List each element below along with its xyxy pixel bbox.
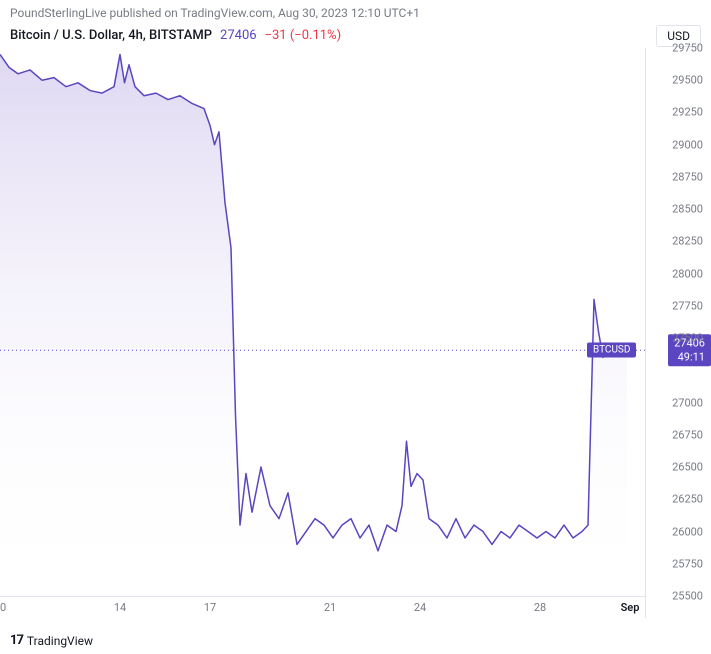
y-tick-label: 28500 bbox=[672, 203, 703, 216]
y-tick-label: 26000 bbox=[672, 525, 703, 538]
x-tick-label: 24 bbox=[414, 601, 426, 614]
y-axis: 27406 49:11 2550025750260002625026500267… bbox=[645, 48, 711, 618]
x-tick-label: 28 bbox=[534, 601, 546, 614]
tradingview-icon: 17 bbox=[10, 633, 23, 648]
x-tick-label: 10 bbox=[0, 601, 6, 614]
tradingview-text: TradingView bbox=[27, 634, 93, 648]
y-tick-label: 25500 bbox=[672, 590, 703, 603]
x-tick-label: 21 bbox=[324, 601, 336, 614]
chart-svg bbox=[0, 48, 645, 596]
y-tick-label: 26750 bbox=[672, 428, 703, 441]
y-tick-label: 27750 bbox=[672, 299, 703, 312]
x-axis: 10 14 17 21 24 28 Sep bbox=[0, 596, 645, 618]
x-tick-label: 14 bbox=[114, 601, 126, 614]
y-tick-label: 25750 bbox=[672, 557, 703, 570]
x-tick-label: 17 bbox=[204, 601, 216, 614]
y-tick-label: 28750 bbox=[672, 170, 703, 183]
y-tick-label: 26250 bbox=[672, 493, 703, 506]
price-change: −31 (−0.11%) bbox=[265, 28, 342, 43]
y-tick-label: 27500 bbox=[672, 332, 703, 345]
series-fill bbox=[0, 54, 627, 596]
y-tick-label: 28000 bbox=[672, 267, 703, 280]
y-tick-label: 27000 bbox=[672, 396, 703, 409]
last-price: 27406 bbox=[220, 28, 257, 43]
chart-area[interactable]: BTCUSD 101417212428Sep 27406 49:11 25500… bbox=[0, 48, 711, 618]
symbol-info-row: Bitcoin / U.S. Dollar, 4h, BITSTAMP 2740… bbox=[10, 28, 341, 43]
y-tick-label: 28250 bbox=[672, 235, 703, 248]
y-tick-label: 26500 bbox=[672, 461, 703, 474]
publisher-text: PoundSterlingLive published on TradingVi… bbox=[10, 6, 420, 20]
tradingview-logo[interactable]: 17 TradingView bbox=[10, 633, 93, 648]
y-tick-label: 29250 bbox=[672, 106, 703, 119]
x-tick-label: Sep bbox=[621, 601, 640, 614]
price-tag-countdown: 49:11 bbox=[674, 350, 705, 364]
y-tick-label: 29500 bbox=[672, 74, 703, 87]
plot-area[interactable]: BTCUSD 10 14 17 21 24 28 Sep bbox=[0, 48, 645, 618]
y-tick-label: 29750 bbox=[672, 42, 703, 55]
symbol-title[interactable]: Bitcoin / U.S. Dollar, 4h, BITSTAMP bbox=[10, 28, 212, 43]
ticker-tag: BTCUSD bbox=[587, 343, 636, 358]
y-tick-label: 29000 bbox=[672, 138, 703, 151]
